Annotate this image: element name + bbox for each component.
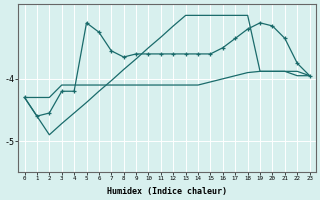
- X-axis label: Humidex (Indice chaleur): Humidex (Indice chaleur): [107, 187, 227, 196]
